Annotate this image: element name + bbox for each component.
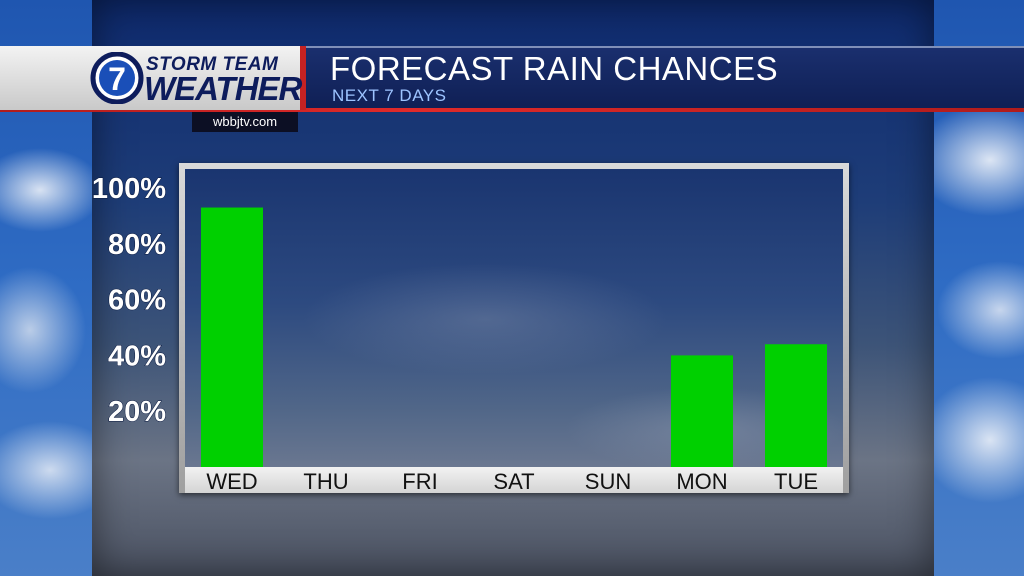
- chart-subtitle: NEXT 7 DAYS: [332, 86, 447, 105]
- y-tick-label: 20%: [108, 396, 166, 428]
- x-tick-label-sat: SAT: [493, 469, 534, 494]
- website-label: wbbjtv.com: [192, 112, 298, 132]
- chart-title: FORECAST RAIN CHANCES: [330, 50, 779, 87]
- x-tick-label-thu: THU: [303, 469, 348, 494]
- station-logo: [0, 46, 306, 110]
- x-tick-label-fri: FRI: [402, 469, 437, 494]
- y-tick-label: 40%: [108, 340, 166, 372]
- y-tick-label: 100%: [92, 173, 166, 205]
- x-tick-label-sun: SUN: [585, 469, 631, 494]
- logo-weather-text: WEATHER: [144, 70, 302, 107]
- bar-tue: [765, 344, 827, 467]
- x-tick-label-wed: WED: [206, 469, 257, 494]
- header-accent-line: [0, 108, 1024, 112]
- y-tick-label: 60%: [108, 285, 166, 317]
- category-strip: [185, 467, 843, 493]
- plot-area: [185, 169, 843, 467]
- x-tick-label-mon: MON: [676, 469, 727, 494]
- logo-numeral: 7: [108, 61, 126, 97]
- bar-wed: [201, 207, 263, 467]
- bar-mon: [671, 355, 733, 467]
- y-tick-label: 80%: [108, 229, 166, 261]
- channel-7-logo-icon: 7: [90, 52, 144, 104]
- logo-storm-team-text: STORM TEAM: [146, 54, 279, 75]
- x-tick-label-tue: TUE: [774, 469, 818, 494]
